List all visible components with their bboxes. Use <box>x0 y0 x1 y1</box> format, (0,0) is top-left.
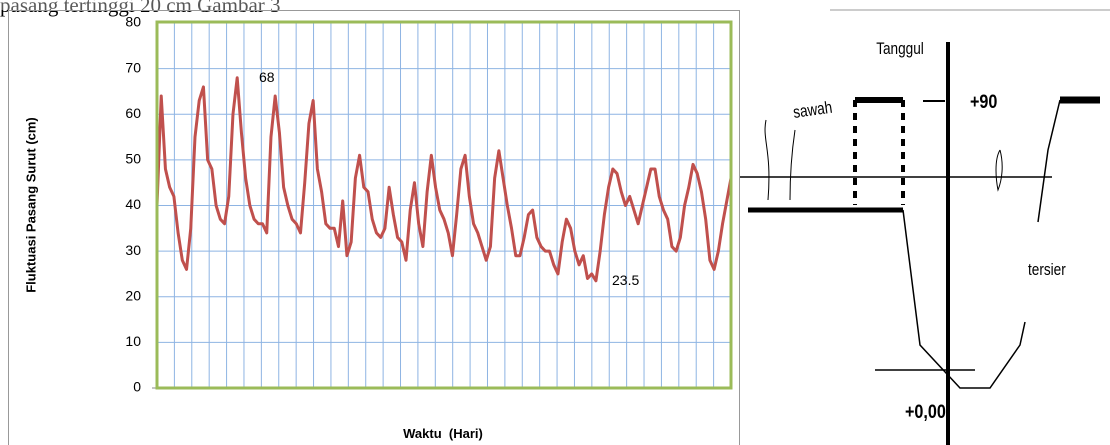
diagram-labels: Tanggul sawah +90 tersier +0,00 <box>792 40 1066 423</box>
data-line <box>157 78 731 281</box>
figure: pasang tertinggi 20 cm Gambar 3 01020304… <box>0 0 1110 445</box>
y-tick-label: 50 <box>125 151 141 167</box>
annotation: 23.5 <box>612 272 639 288</box>
label: Tanggul <box>876 40 924 59</box>
x-axis-label: Waktu (Hari) <box>403 426 483 441</box>
clip <box>0 0 740 10</box>
y-tick-label: 20 <box>125 287 141 303</box>
y-axis-label: Fluktuasi Pasang Surut (cm) <box>23 117 38 293</box>
y-tick-label: 70 <box>125 59 141 75</box>
y-tick-label: 0 <box>133 379 141 395</box>
page: pasang tertinggi 20 cm Gambar 3 01020304… <box>0 0 1110 445</box>
label: +90 <box>970 91 998 113</box>
diagram <box>740 42 1100 445</box>
y-tick-label: 30 <box>125 242 141 258</box>
label: tersier <box>1028 261 1066 280</box>
annotation: 68 <box>259 69 275 85</box>
label: +0,00 <box>905 401 946 423</box>
y-tick-label: 80 <box>125 14 141 30</box>
plot: 0 10 20 30 40 50 60 70 80 <box>125 14 731 395</box>
y-tick-label: 10 <box>125 333 141 349</box>
label: sawah <box>792 98 834 122</box>
y-tick-label: 60 <box>125 105 141 121</box>
y-tick-label: 40 <box>125 196 141 212</box>
